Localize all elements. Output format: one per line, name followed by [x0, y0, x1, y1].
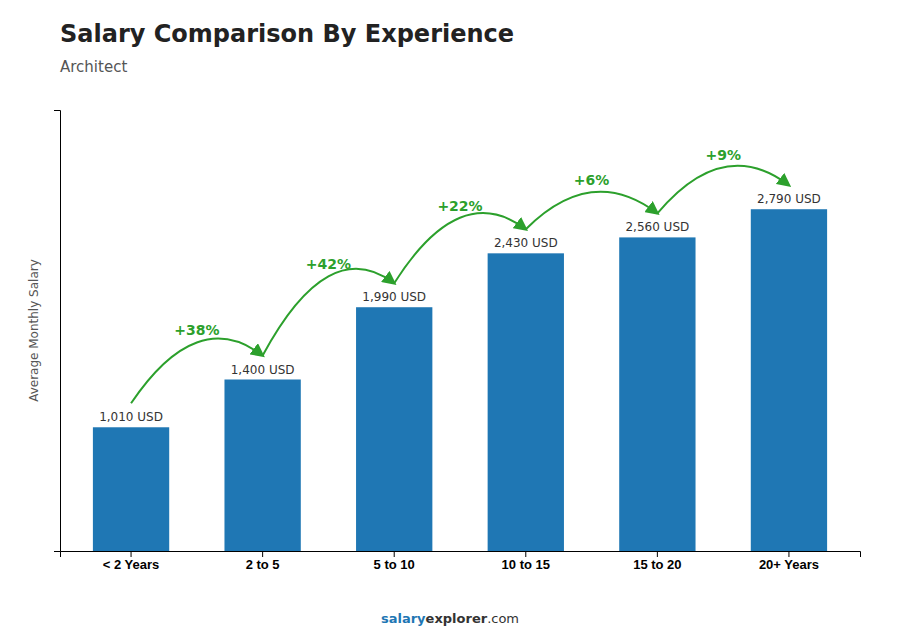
- change-label: +38%: [174, 322, 219, 338]
- data-label: 1,990 USD: [362, 290, 426, 304]
- x-tick-mark: [525, 551, 526, 557]
- bar: [488, 253, 564, 551]
- x-tick-label: 10 to 15: [502, 557, 550, 572]
- footer-part: .com: [487, 611, 519, 626]
- subtitle: Architect: [60, 58, 127, 76]
- labels: 1,010 USD 1,400 USD 1,990 USD 2,430 USD 2,56…: [99, 147, 821, 424]
- data-label: 2,790 USD: [757, 192, 821, 206]
- x-tick: 2 to 5: [246, 551, 280, 572]
- x-tick-label: 20+ Years: [759, 557, 819, 572]
- data-label: 1,010 USD: [99, 410, 163, 424]
- change-arrow: [657, 166, 789, 214]
- x-tick: 20+ Years: [759, 551, 819, 572]
- change-arrow: [131, 339, 263, 404]
- y-axis: [54, 111, 61, 552]
- bar: [93, 427, 169, 551]
- change-arrow: [263, 269, 395, 356]
- bar: [619, 237, 695, 551]
- y-axis-line: [54, 111, 61, 552]
- chart: Salary Comparison By Experience Architect…: [0, 0, 900, 641]
- bar: [751, 209, 827, 551]
- x-tick-mark: [657, 551, 658, 557]
- x-tick-label: 15 to 20: [633, 557, 681, 572]
- data-label: 2,430 USD: [494, 236, 558, 250]
- bar: [224, 380, 300, 552]
- x-tick-mark: [788, 551, 789, 557]
- x-tick-mark: [131, 551, 132, 557]
- change-arrow: [526, 192, 658, 229]
- footer: salaryexplorer.com: [381, 611, 519, 626]
- change-label: +9%: [705, 147, 741, 163]
- bars: [93, 209, 827, 551]
- x-tick: 5 to 10: [374, 551, 415, 572]
- change-label: +42%: [306, 256, 351, 272]
- x-tick: 10 to 15: [502, 551, 550, 572]
- title: Salary Comparison By Experience: [60, 20, 514, 48]
- footer-part: explorer: [426, 611, 488, 626]
- x-tick-label: 5 to 10: [374, 557, 415, 572]
- x-tick: < 2 Years: [103, 551, 160, 572]
- x-tick-label: < 2 Years: [103, 557, 160, 572]
- plot: < 2 Years 2 to 5 5 to 10 10 to 15 15 to 20 20…: [54, 111, 861, 573]
- change-arrow: [394, 213, 526, 283]
- data-label: 1,400 USD: [231, 363, 295, 377]
- bar: [356, 307, 432, 551]
- x-axis-line: [61, 552, 861, 558]
- footer-part: salary: [381, 611, 426, 626]
- x-tick-label: 2 to 5: [246, 557, 280, 572]
- change-label: +6%: [574, 172, 610, 188]
- x-tick: 15 to 20: [633, 551, 681, 572]
- change-label: +22%: [437, 198, 482, 214]
- x-tick-mark: [262, 551, 263, 557]
- y-axis-title: Average Monthly Salary: [27, 259, 41, 402]
- x-axis: < 2 Years 2 to 5 5 to 10 10 to 15 15 to 20 20…: [61, 551, 861, 572]
- data-label: 2,560 USD: [625, 220, 689, 234]
- x-tick-mark: [394, 551, 395, 557]
